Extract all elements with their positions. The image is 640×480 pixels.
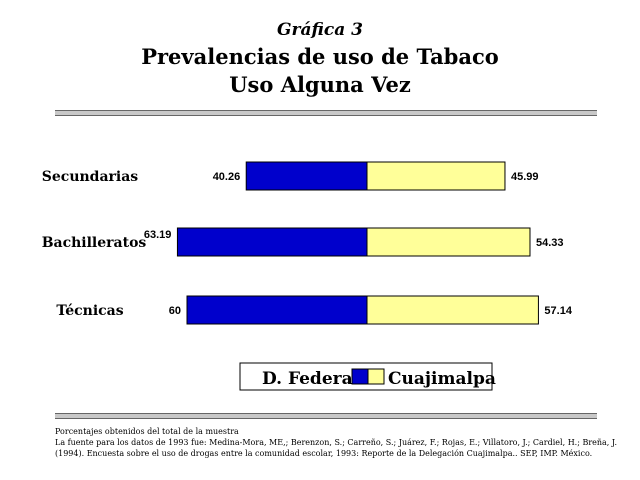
value-label-dfederal: 63.19 <box>144 229 172 241</box>
legend-label-dfederal: D. Federal <box>262 369 360 389</box>
value-label-cuajimalpa: 57.14 <box>544 305 572 317</box>
bar-cuajimalpa-0 <box>366 161 506 191</box>
chart-title-line2: Uso Alguna Vez <box>229 72 411 97</box>
category-label: Secundarias <box>42 169 139 185</box>
bar-dfederal-2 <box>186 295 368 325</box>
value-label-dfederal: 40.26 <box>213 171 241 183</box>
chart-subtitle: Gráfica 3 <box>277 20 363 40</box>
legend-label-cuajimalpa: Cuajimalpa <box>388 369 496 389</box>
chart-title-line1: Prevalencias de uso de Tabaco <box>141 44 499 69</box>
bottom-divider <box>55 413 597 419</box>
category-label: Bachilleratos <box>42 235 147 251</box>
bar-dfederal-0 <box>245 161 368 191</box>
legend-swatch-dfederal <box>351 368 369 385</box>
top-divider <box>55 110 597 116</box>
value-label-dfederal: 60 <box>169 305 181 317</box>
category-label: Técnicas <box>56 303 123 319</box>
source-notes: Porcentajes obtenidos del total de la mu… <box>55 426 618 459</box>
notes-line-3: (1994). Encuesta sobre el uso de drogas … <box>55 449 593 458</box>
bar-cuajimalpa-2 <box>366 295 539 325</box>
bar-cuajimalpa-1 <box>366 227 531 257</box>
legend-swatch-cuajimalpa <box>367 368 385 385</box>
notes-line-1: Porcentajes obtenidos del total de la mu… <box>55 427 239 436</box>
value-label-cuajimalpa: 45.99 <box>511 171 539 183</box>
bar-dfederal-1 <box>176 227 368 257</box>
value-label-cuajimalpa: 54.33 <box>536 237 564 249</box>
notes-line-2: La fuente para los datos de 1993 fue: Me… <box>55 438 618 447</box>
